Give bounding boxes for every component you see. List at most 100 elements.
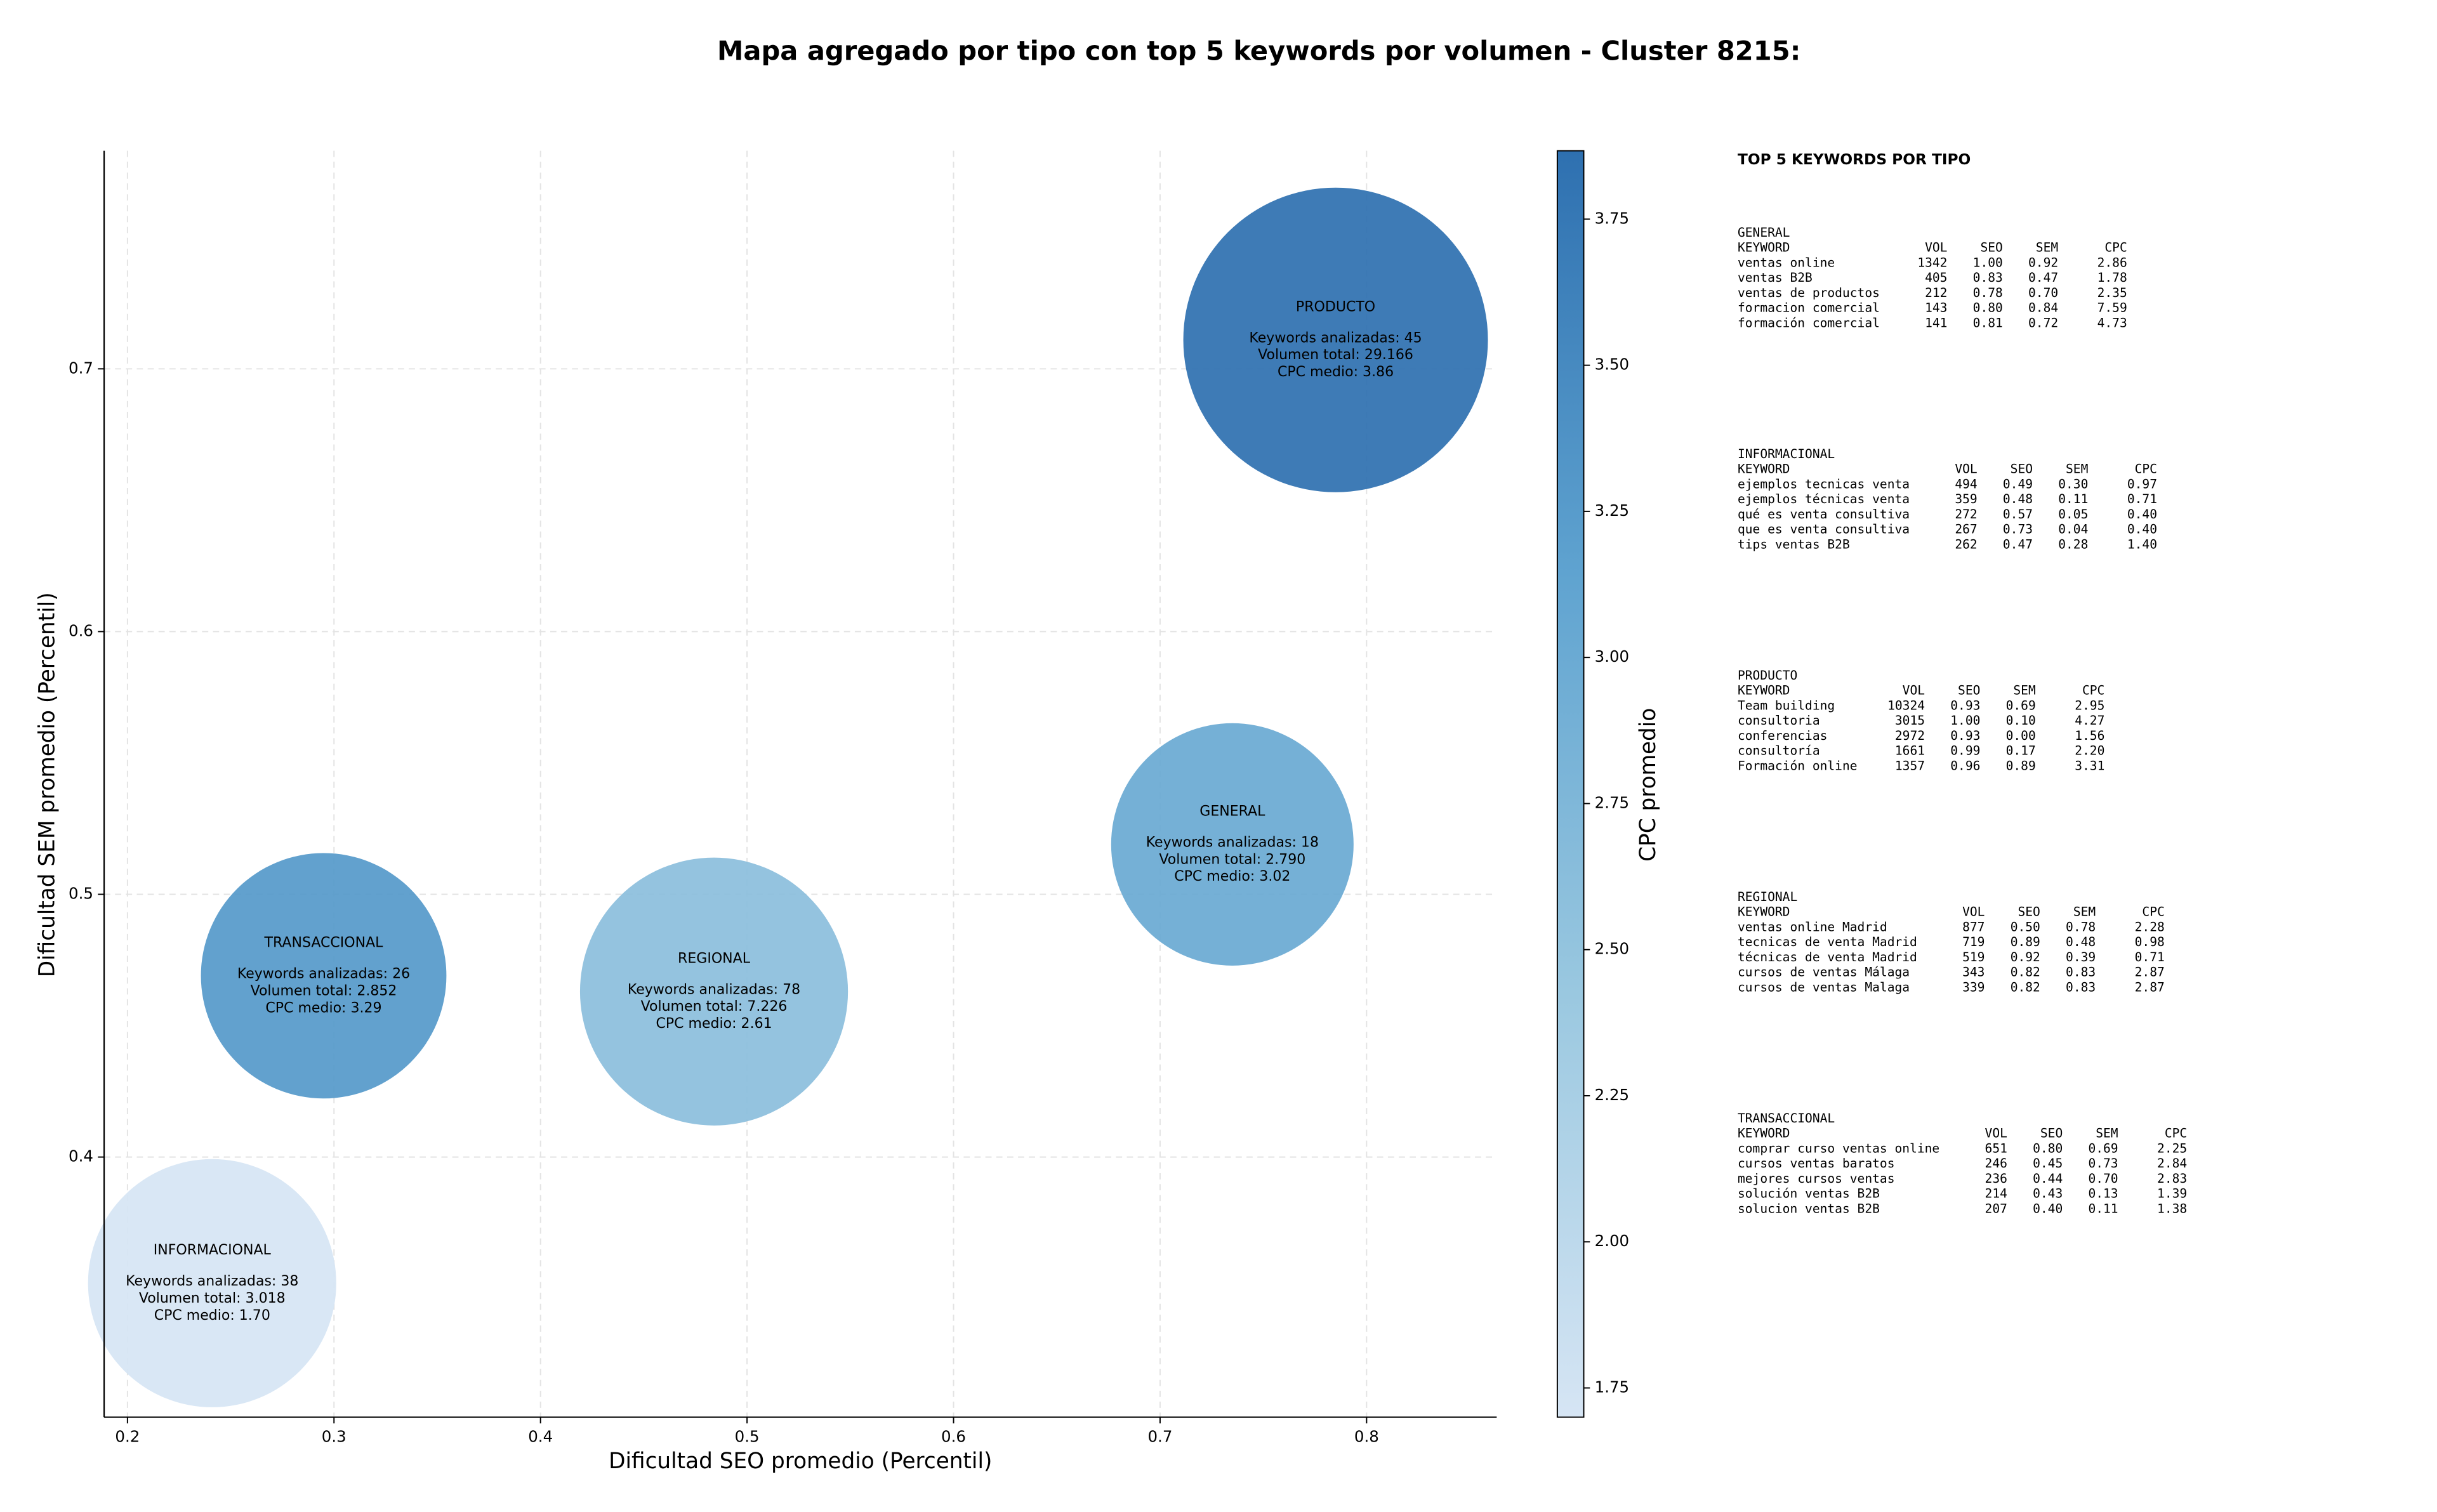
table-cell: cursos ventas baratos <box>1738 1156 1895 1171</box>
table-cell: 0.96 <box>1950 758 1980 773</box>
bubble-keywords: Keywords analizadas: 18 <box>1146 834 1319 850</box>
x-tick-label: 0.7 <box>1147 1427 1172 1445</box>
table-cell: 2.83 <box>2157 1171 2187 1186</box>
table-header: SEM <box>2096 1126 2118 1141</box>
table-cell: 0.47 <box>2003 537 2033 551</box>
colorbar-tick-label: 3.25 <box>1595 501 1629 520</box>
table-header: CPC <box>2165 1126 2187 1141</box>
bubble-volume-value: 2.852 <box>357 983 397 999</box>
table-cell: 0.00 <box>2006 728 2036 743</box>
table-cell: 0.70 <box>2088 1171 2118 1186</box>
table-cell: qué es venta consultiva <box>1738 507 1910 522</box>
bubble-keywords-value: 26 <box>392 966 410 982</box>
table-cell: 0.93 <box>1950 698 1980 713</box>
bubble-name: PRODUCTO <box>1296 299 1375 315</box>
table-cell: Team building <box>1738 698 1835 713</box>
table-cell: 0.93 <box>1950 728 1980 743</box>
table-header: VOL <box>1925 240 1947 255</box>
table-header: VOL <box>1962 905 1985 919</box>
table-cell: 1.38 <box>2157 1201 2187 1216</box>
y-tick-label: 0.6 <box>69 621 93 640</box>
bubble-keywords-value: 38 <box>281 1273 298 1289</box>
group-name: REGIONAL <box>1738 890 1797 904</box>
table-cell: 4.27 <box>2075 713 2104 728</box>
table-cell: 2.84 <box>2157 1156 2187 1171</box>
table-cell: 0.10 <box>2006 713 2036 728</box>
colorbar <box>1556 150 1585 1418</box>
bubble-volume-label: Volumen total: <box>1159 851 1261 867</box>
table-header: VOL <box>1955 462 1977 477</box>
table-cell: 0.40 <box>2127 522 2157 537</box>
table-cell: 1.00 <box>1973 255 2003 270</box>
bubble-cpc-value: 3.86 <box>1363 364 1394 380</box>
bubble-name: GENERAL <box>1199 803 1265 819</box>
table-cell: 0.78 <box>2066 919 2096 934</box>
table-cell: 2.86 <box>2097 255 2127 270</box>
y-tick-label: 0.7 <box>69 358 93 377</box>
bubble <box>579 857 849 1126</box>
table-cell: 10324 <box>1887 698 1925 713</box>
bubble-cpc-label: CPC medio: <box>656 1016 736 1032</box>
bubble-cpc: CPC medio: 1.70 <box>154 1308 270 1324</box>
table-header: SEO <box>2018 905 2040 919</box>
group-name: TRANSACCIONAL <box>1738 1111 1835 1126</box>
table-header: SEM <box>2066 462 2088 477</box>
table-cell: 0.83 <box>1973 270 2003 285</box>
table-title: TOP 5 KEYWORDS POR TIPO <box>1738 151 1971 168</box>
table-cell: 359 <box>1955 492 1977 506</box>
table-cell: formación comercial <box>1738 315 1880 330</box>
bubble-cpc-label: CPC medio: <box>1174 869 1255 884</box>
bubble-volume: Volumen total: 3.018 <box>139 1291 286 1306</box>
bubble-cpc-value: 2.61 <box>741 1016 772 1032</box>
colorbar-tick-label: 1.75 <box>1595 1377 1629 1396</box>
table-cell: 262 <box>1955 537 1977 551</box>
bubble-volume-value: 2.790 <box>1265 851 1305 867</box>
table-cell: 0.57 <box>2003 507 2033 522</box>
table-cell: técnicas de venta Madrid <box>1738 950 1917 964</box>
table-cell: 405 <box>1925 270 1947 285</box>
table-cell: ventas B2B <box>1738 270 1813 285</box>
table-cell: 0.11 <box>2088 1201 2118 1216</box>
table-cell: ejemplos tecnicas venta <box>1738 477 1910 491</box>
table-cell: 0.44 <box>2033 1171 2063 1186</box>
table-cell: 0.72 <box>2028 315 2058 330</box>
bubble-keywords-label: Keywords analizadas: <box>628 982 778 997</box>
table-header: KEYWORD <box>1738 905 1790 919</box>
table-cell: 0.28 <box>2058 537 2088 551</box>
bubble-volume: Volumen total: 29.166 <box>1258 347 1413 363</box>
table-cell: ventas online Madrid <box>1738 919 1887 934</box>
bubble-volume: Volumen total: 7.226 <box>641 999 788 1015</box>
bubble-cpc-label: CPC medio: <box>1278 364 1358 380</box>
table-cell: 0.40 <box>2033 1201 2063 1216</box>
table-cell: 494 <box>1955 477 1977 491</box>
table-cell: 877 <box>1962 919 1985 934</box>
bubble-keywords: Keywords analizadas: 45 <box>1249 330 1422 346</box>
table-cell: 0.82 <box>2011 965 2040 980</box>
table-cell: consultoría <box>1738 744 1820 758</box>
table-cell: 0.84 <box>2028 301 2058 315</box>
y-axis-label: Dificultad SEM promedio (Percentil) <box>34 592 60 977</box>
bubble <box>88 1159 336 1407</box>
bubble-volume-label: Volumen total: <box>139 1291 241 1306</box>
table-cell: conferencias <box>1738 728 1827 743</box>
chart-title: Mapa agregado por tipo con top 5 keyword… <box>717 35 1800 66</box>
table-cell: 519 <box>1962 950 1985 964</box>
table-cell: 0.71 <box>2135 950 2165 964</box>
bubble-cpc: CPC medio: 3.29 <box>265 1000 381 1016</box>
table-cell: consultoria <box>1738 713 1820 728</box>
table-cell: 0.82 <box>2011 980 2040 994</box>
table-cell: 0.48 <box>2066 935 2096 949</box>
bubble-volume: Volumen total: 2.852 <box>251 983 397 999</box>
table-header: CPC <box>2104 240 2127 255</box>
table-cell: 236 <box>1985 1171 2007 1186</box>
table-cell: 0.97 <box>2127 477 2157 491</box>
table-cell: ventas de productos <box>1738 286 1880 300</box>
x-axis-label: Dificultad SEO promedio (Percentil) <box>609 1449 992 1474</box>
table-header: SEM <box>2073 905 2096 919</box>
bubble-volume-value: 7.226 <box>747 999 787 1015</box>
bubble <box>1183 187 1488 492</box>
bubble-cpc: CPC medio: 3.02 <box>1174 869 1290 884</box>
x-tick-label: 0.2 <box>115 1427 140 1445</box>
bubble-name: TRANSACCIONAL <box>264 935 384 950</box>
table-header: KEYWORD <box>1738 1126 1790 1141</box>
